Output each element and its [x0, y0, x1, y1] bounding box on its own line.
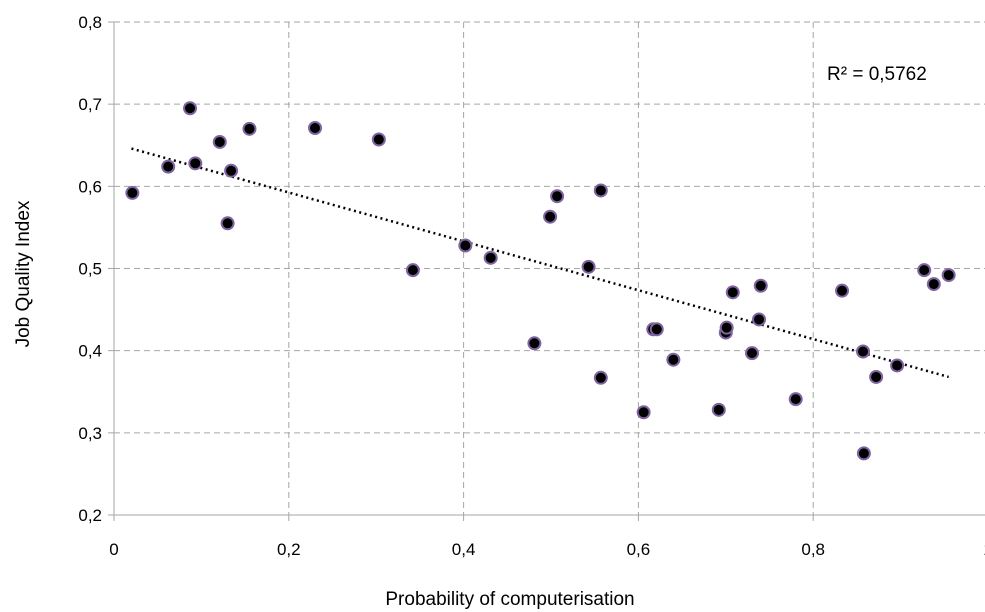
grid — [114, 21, 985, 515]
data-point — [308, 120, 323, 135]
data-point — [593, 370, 608, 385]
y-tick-label: 0,8 — [78, 13, 102, 32]
r-squared-annotation: R² = 0,5762 — [827, 64, 927, 85]
trendline — [131, 147, 950, 379]
x-tick-labels: 0 0,2 0,4 0,6 0,8 1 — [109, 540, 985, 559]
data-point — [835, 283, 850, 298]
data-point — [869, 369, 884, 384]
y-tick-label: 0,4 — [78, 342, 102, 361]
data-point — [550, 189, 565, 204]
data-point — [856, 344, 871, 359]
data-point — [752, 312, 767, 327]
data-point — [856, 446, 871, 461]
data-point — [719, 320, 734, 335]
data-point — [666, 352, 681, 367]
x-tick-label: 0,2 — [277, 540, 301, 559]
y-axis-title: Job Quality Index — [13, 200, 34, 347]
data-point — [711, 402, 726, 417]
data-point — [458, 238, 473, 253]
data-point — [483, 250, 498, 265]
data-point — [593, 183, 608, 198]
data-point — [581, 259, 596, 274]
data-points — [125, 101, 956, 461]
data-point — [745, 346, 760, 361]
data-point — [188, 156, 203, 171]
data-point — [161, 159, 176, 174]
y-tick-label: 0,2 — [78, 506, 102, 525]
data-point — [788, 392, 803, 407]
data-point — [527, 336, 542, 351]
data-point — [941, 268, 956, 283]
data-point — [543, 209, 558, 224]
data-point — [405, 263, 420, 278]
data-point — [242, 121, 257, 136]
x-tick-label: 0 — [109, 540, 118, 559]
y-tick-label: 0,7 — [78, 95, 102, 114]
data-point — [725, 285, 740, 300]
x-tick-label: 0,6 — [627, 540, 651, 559]
data-point — [125, 185, 140, 200]
y-tick-label: 0,6 — [78, 177, 102, 196]
data-point — [220, 216, 235, 231]
data-point — [649, 322, 664, 337]
y-tick-labels: 0,2 0,3 0,4 0,5 0,6 0,7 0,8 — [78, 13, 102, 525]
data-point — [917, 263, 932, 278]
data-point — [183, 101, 198, 116]
data-point — [212, 134, 227, 149]
data-point — [890, 358, 905, 373]
data-point — [753, 278, 768, 293]
data-point — [371, 132, 386, 147]
axes — [108, 21, 985, 521]
x-tick-label: 1 — [983, 540, 985, 559]
data-point — [636, 405, 651, 420]
x-tick-label: 0,4 — [452, 540, 476, 559]
x-tick-label: 0,8 — [801, 540, 825, 559]
y-tick-label: 0,3 — [78, 424, 102, 443]
x-axis-title: Probability of computerisation — [385, 589, 634, 610]
data-point — [926, 277, 941, 292]
y-tick-label: 0,5 — [78, 260, 102, 279]
data-point — [224, 163, 239, 178]
